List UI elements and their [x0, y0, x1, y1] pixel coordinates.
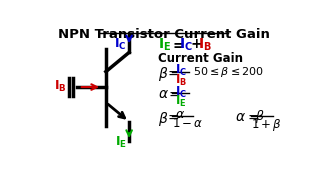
Text: $\mathbf{I_B}$: $\mathbf{I_B}$ — [54, 79, 67, 94]
Text: $\mathbf{I_B}$: $\mathbf{I_B}$ — [198, 37, 212, 53]
Text: $\mathbf{I_E}$: $\mathbf{I_E}$ — [175, 94, 186, 109]
Text: $\beta$: $\beta$ — [255, 108, 264, 125]
Text: $\mathbf{+}$: $\mathbf{+}$ — [190, 37, 203, 51]
Text: $1 - \alpha$: $1 - \alpha$ — [172, 117, 203, 130]
Text: $\mathbf{I_E}$: $\mathbf{I_E}$ — [115, 135, 127, 150]
Text: $\mathbf{I_C}$: $\mathbf{I_C}$ — [114, 37, 127, 52]
Text: $\beta$: $\beta$ — [158, 66, 168, 84]
Text: $=$: $=$ — [165, 66, 180, 80]
Text: $\mathbf{I_C}$: $\mathbf{I_C}$ — [179, 37, 193, 53]
Text: $=$: $=$ — [165, 87, 180, 101]
Text: Current Gain: Current Gain — [158, 52, 243, 65]
Text: $\mathbf{I_B}$: $\mathbf{I_B}$ — [175, 72, 187, 87]
Text: $\alpha$: $\alpha$ — [235, 110, 246, 124]
Text: $\alpha$: $\alpha$ — [175, 108, 185, 121]
Text: $\beta$: $\beta$ — [158, 110, 168, 128]
Text: $=$: $=$ — [165, 110, 180, 124]
Text: $\mathbf{=}$: $\mathbf{=}$ — [170, 37, 185, 51]
Text: $\mathbf{I_E}$: $\mathbf{I_E}$ — [158, 37, 171, 53]
Text: $1 + \beta$: $1 + \beta$ — [251, 117, 282, 133]
Text: $50 \leq \beta \leq 200$: $50 \leq \beta \leq 200$ — [193, 66, 264, 80]
Text: NPN Transistor Current Gain: NPN Transistor Current Gain — [58, 28, 270, 41]
Text: $\alpha$: $\alpha$ — [158, 87, 169, 101]
Text: $=$: $=$ — [244, 110, 260, 124]
Text: $\mathbf{I_C}$: $\mathbf{I_C}$ — [175, 85, 187, 100]
Text: $\mathbf{I_C}$: $\mathbf{I_C}$ — [175, 63, 187, 78]
